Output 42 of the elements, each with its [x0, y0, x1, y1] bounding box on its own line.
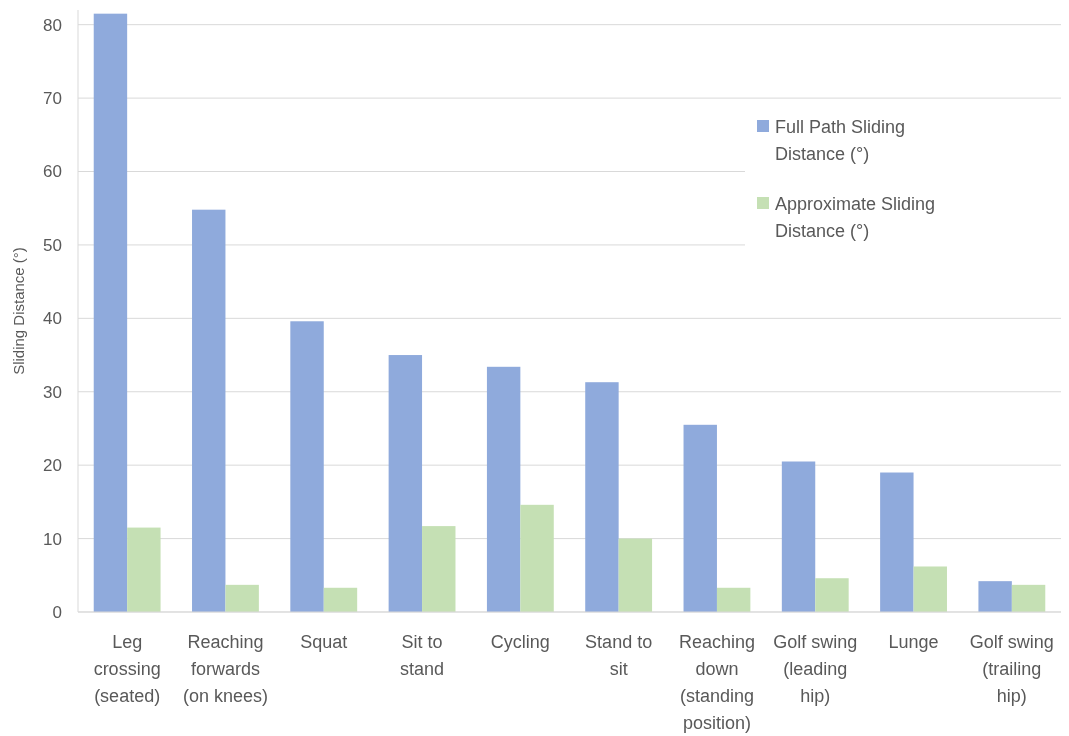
x-tick-label: Reaching forwards (on knees): [182, 632, 268, 706]
bar: [683, 424, 717, 612]
y-tick-label: 20: [43, 456, 62, 476]
bar: [225, 584, 259, 612]
y-tick-label: 40: [43, 309, 62, 329]
bar: [93, 13, 128, 612]
x-tick-label: Lunge: [888, 632, 939, 652]
bar: [127, 527, 161, 612]
bar: [585, 382, 619, 612]
bar: [880, 472, 914, 612]
bar: [815, 578, 849, 612]
bar: [422, 526, 456, 612]
bar: [978, 581, 1012, 612]
x-tick-label: Golf swing (trailing hip): [969, 632, 1054, 706]
legend-label: Approximate Sliding Distance (°): [775, 194, 936, 242]
x-tick-label: Golf swing (leading hip): [773, 632, 858, 706]
y-tick-label: 30: [43, 382, 62, 402]
y-tick-label: 60: [43, 162, 62, 182]
x-tick-label: Sit to stand: [400, 632, 445, 679]
bar: [486, 366, 521, 612]
bar: [388, 355, 423, 612]
x-tick-label: Squat: [300, 632, 348, 652]
y-tick-label: 70: [43, 89, 62, 109]
y-tick-label: 10: [43, 529, 62, 549]
bar: [520, 504, 554, 612]
legend-label: Full Path Sliding Distance (°): [775, 117, 906, 165]
bar: [323, 587, 358, 612]
x-tick-label: Stand to sit: [585, 632, 653, 679]
bar: [716, 587, 751, 612]
bar: [618, 538, 653, 612]
y-axis-title: Sliding Distance (°): [10, 247, 27, 375]
bar: [781, 461, 816, 612]
y-tick-label: 0: [52, 602, 62, 622]
x-tick-label: Cycling: [490, 632, 550, 652]
bar: [1011, 584, 1046, 612]
y-tick-label: 80: [43, 15, 62, 35]
x-tick-label: Reaching down (standing position): [678, 632, 755, 733]
bar: [290, 321, 324, 612]
y-tick-label: 50: [43, 235, 62, 255]
x-tick-label: Leg crossing (seated): [93, 632, 161, 706]
bar: [913, 566, 947, 612]
bar: [192, 209, 226, 612]
